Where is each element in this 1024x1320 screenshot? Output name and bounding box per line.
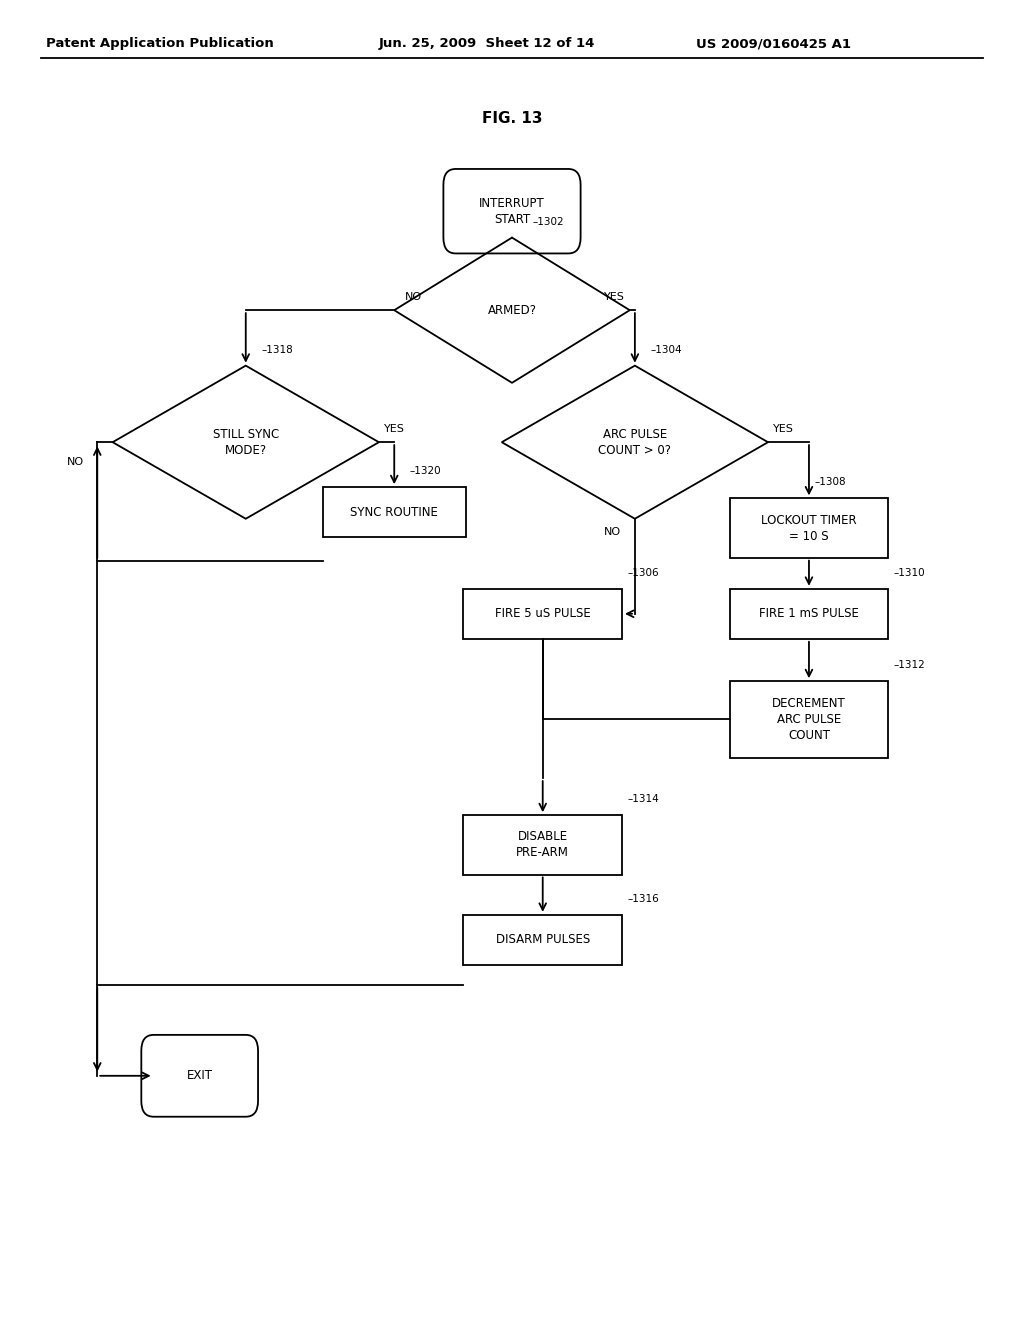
Text: –1318: –1318	[261, 345, 293, 355]
Text: –1308: –1308	[814, 478, 846, 487]
Text: –1320: –1320	[410, 466, 441, 477]
Text: NO: NO	[67, 457, 84, 467]
Text: –1316: –1316	[627, 894, 659, 904]
Text: FIRE 5 uS PULSE: FIRE 5 uS PULSE	[495, 607, 591, 620]
Text: –1312: –1312	[893, 660, 926, 671]
Text: DISABLE
PRE-ARM: DISABLE PRE-ARM	[516, 830, 569, 859]
Text: FIG. 13: FIG. 13	[481, 111, 543, 127]
Text: FIRE 1 mS PULSE: FIRE 1 mS PULSE	[759, 607, 859, 620]
Text: STILL SYNC
MODE?: STILL SYNC MODE?	[213, 428, 279, 457]
Text: DISARM PULSES: DISARM PULSES	[496, 933, 590, 946]
Text: Jun. 25, 2009  Sheet 12 of 14: Jun. 25, 2009 Sheet 12 of 14	[379, 37, 595, 50]
Text: YES: YES	[604, 292, 625, 302]
Text: Patent Application Publication: Patent Application Publication	[46, 37, 273, 50]
Text: ARMED?: ARMED?	[487, 304, 537, 317]
Text: –1310: –1310	[893, 568, 925, 578]
Text: –1306: –1306	[627, 568, 658, 578]
Text: YES: YES	[384, 424, 404, 434]
Text: SYNC ROUTINE: SYNC ROUTINE	[350, 506, 438, 519]
Text: DECREMENT
ARC PULSE
COUNT: DECREMENT ARC PULSE COUNT	[772, 697, 846, 742]
Text: INTERRUPT
START: INTERRUPT START	[479, 197, 545, 226]
Text: –1314: –1314	[627, 795, 659, 804]
Text: EXIT: EXIT	[186, 1069, 213, 1082]
Text: –1302: –1302	[532, 216, 564, 227]
Text: NO: NO	[404, 292, 422, 302]
Text: YES: YES	[773, 424, 794, 434]
Text: –1304: –1304	[650, 345, 682, 355]
Text: ARC PULSE
COUNT > 0?: ARC PULSE COUNT > 0?	[598, 428, 672, 457]
Text: US 2009/0160425 A1: US 2009/0160425 A1	[696, 37, 851, 50]
Text: LOCKOUT TIMER
= 10 S: LOCKOUT TIMER = 10 S	[761, 513, 857, 543]
Text: NO: NO	[604, 527, 622, 537]
